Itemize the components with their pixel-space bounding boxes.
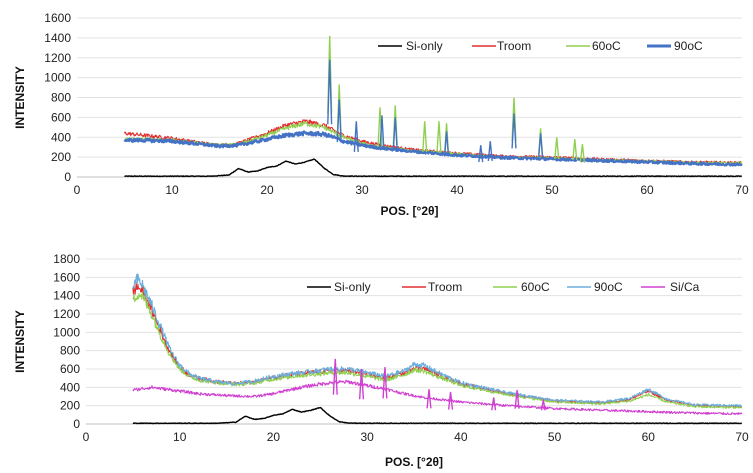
diffraction-peak	[422, 121, 428, 153]
y-tick-label: 1400	[53, 289, 80, 303]
diffraction-peak	[514, 390, 520, 409]
y-tick-label: 200	[60, 399, 80, 413]
diffraction-peak	[511, 113, 517, 149]
y-tick-label: 800	[60, 344, 80, 358]
x-tick-label: 70	[735, 430, 749, 444]
legend-label: Si-only	[406, 39, 443, 53]
series-line-si-only	[132, 406, 743, 425]
y-tick-label: 1200	[53, 307, 80, 321]
diffraction-peak	[379, 115, 385, 150]
diffraction-peak	[382, 367, 388, 399]
chart-panel-2: 0 200 400 600 800 1000 1200 1400 1600 1800 0 10 20 30…	[13, 252, 749, 469]
y-tick-label: 0	[64, 170, 71, 184]
x-tick-label: 40	[450, 183, 464, 197]
y-tick-label: 1400	[44, 31, 71, 45]
legend-label: Troom	[428, 280, 462, 294]
diffraction-peak	[327, 59, 333, 125]
legend-label: Troom	[497, 39, 531, 53]
diffraction-peak	[572, 139, 578, 161]
diffraction-peak	[447, 391, 454, 410]
series-line-troom	[132, 281, 743, 409]
x-tick-label: 30	[360, 430, 374, 444]
diffraction-peak	[436, 121, 442, 153]
y-tick-label: 200	[51, 150, 71, 164]
y-tick-label: 1200	[44, 51, 71, 65]
x-tick-label: 30	[355, 183, 369, 197]
y-tick-label: 1000	[44, 71, 71, 85]
legend-label: 90oC	[594, 280, 623, 294]
diffraction-peak	[358, 368, 365, 400]
x-tick-label: 40	[454, 430, 468, 444]
series-line-90oc	[132, 273, 743, 407]
y-axis-title: INTENSITY	[13, 66, 27, 129]
x-tick-label: 50	[545, 183, 559, 197]
diffraction-peak	[332, 358, 338, 395]
diffraction-peak	[487, 141, 493, 161]
x-tick-label: 60	[642, 430, 656, 444]
diffraction-peak	[443, 131, 450, 157]
series-line-90oc	[123, 130, 743, 167]
legend: Si-only Troom 60oC 90oC Si/Ca	[307, 280, 700, 294]
diffraction-peak	[554, 137, 560, 160]
legend-label: 90oC	[674, 39, 703, 53]
y-tick-label: 800	[51, 91, 71, 105]
diffraction-peak	[491, 397, 497, 411]
series-line-si-only	[124, 158, 742, 178]
diffraction-peak	[538, 133, 544, 158]
y-tick-label: 600	[60, 362, 80, 376]
legend: Si-only Troom 60oC 90oC	[378, 39, 703, 53]
y-tick-label: 400	[60, 380, 80, 394]
x-tick-label: 0	[83, 430, 90, 444]
x-tick-label: 50	[548, 430, 562, 444]
series-line-si-ca	[132, 379, 743, 416]
y-tick-label: 1000	[53, 325, 80, 339]
y-axis-title: INTENSITY	[13, 310, 27, 373]
legend-label: 60oC	[521, 280, 550, 294]
diffraction-peak	[579, 144, 585, 163]
y-tick-label: 400	[51, 130, 71, 144]
y-tick-label: 1800	[53, 252, 80, 266]
x-tick-label: 60	[640, 183, 654, 197]
x-tick-label: 0	[74, 183, 81, 197]
y-tick-label: 1600	[53, 270, 80, 284]
diffraction-peak	[478, 145, 484, 163]
diffraction-peak	[353, 121, 359, 153]
x-tick-label: 10	[165, 183, 179, 197]
legend-label: 60oC	[592, 39, 621, 53]
legend-label: Si/Ca	[670, 280, 700, 294]
x-axis-title: POS. [°2θ]	[385, 455, 443, 469]
x-tick-label: 20	[260, 183, 274, 197]
x-tick-label: 70	[735, 183, 749, 197]
x-tick-label: 10	[173, 430, 187, 444]
legend-label: Si-only	[334, 280, 371, 294]
diffraction-peak	[540, 400, 546, 411]
diffraction-peak	[392, 117, 398, 151]
y-tick-label: 600	[51, 110, 71, 124]
diffraction-peak	[426, 389, 432, 409]
diffraction-peak	[336, 99, 342, 143]
x-tick-label: 20	[267, 430, 281, 444]
y-tick-label: 1600	[44, 11, 71, 25]
chart-panel-1: 0 200 400 600 800 1000 1200 1400 1600 0 10 20 30 40 50…	[13, 11, 749, 218]
y-tick-label: 0	[73, 417, 80, 431]
series-line-60oc	[124, 120, 743, 165]
x-axis-title: POS. [°2θ]	[381, 204, 439, 218]
